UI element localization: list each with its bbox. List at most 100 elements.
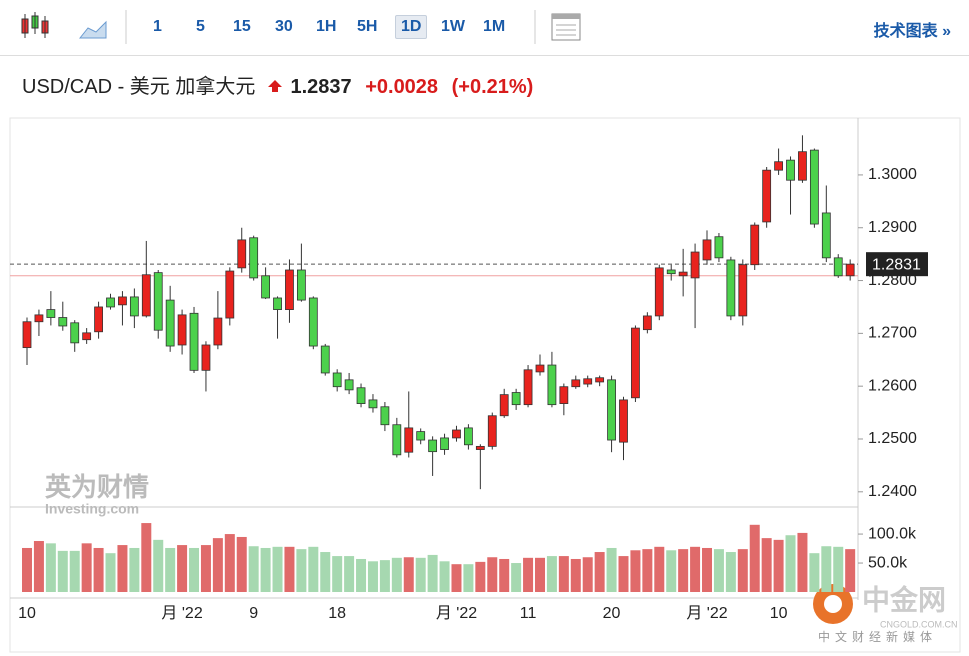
candle-body xyxy=(738,264,748,317)
candle-body xyxy=(237,239,247,269)
candle-body xyxy=(774,161,783,171)
watermark-site: Investing.com xyxy=(45,501,139,517)
interval-button[interactable]: 15 xyxy=(233,18,251,35)
volume-bar xyxy=(415,557,426,592)
candle-body xyxy=(523,369,533,406)
x-tick-label: 月 '22 xyxy=(436,605,477,622)
volume-bar xyxy=(749,524,760,592)
volume-bar xyxy=(821,546,832,592)
interval-button[interactable]: 1D xyxy=(395,15,428,39)
watermark-brand: 英为财情 xyxy=(45,472,149,502)
y-tick-label: 1.2500 xyxy=(868,430,917,447)
candle-body xyxy=(702,239,712,261)
volume-bar xyxy=(582,557,593,592)
x-tick-label: 20 xyxy=(603,605,621,622)
x-tick-label: 11 xyxy=(520,605,537,622)
candle-body xyxy=(213,317,223,346)
area-icon[interactable] xyxy=(78,20,107,39)
candle-body xyxy=(416,431,426,441)
candle-body xyxy=(654,267,664,317)
volume-bar xyxy=(129,547,140,592)
volume-bar xyxy=(737,549,748,592)
volume-bar xyxy=(367,561,378,592)
volume-bar xyxy=(427,554,438,592)
y-tick-label: 1.2600 xyxy=(868,377,917,394)
volume-bar xyxy=(379,560,390,592)
candle-body xyxy=(583,378,593,385)
candle-body xyxy=(464,427,473,446)
volume-bar xyxy=(391,557,402,592)
candle-body xyxy=(106,297,115,308)
volume-bar xyxy=(690,546,701,592)
candle-body xyxy=(129,296,139,317)
candle-body xyxy=(58,317,68,327)
last-price-label: 1.2831 xyxy=(872,256,921,273)
volume-bar xyxy=(725,552,736,592)
quote-header: USD/CAD - 美元 加拿大元 1.2837 +0.0028 (+0.21%… xyxy=(22,70,533,99)
volume-bar xyxy=(713,549,724,592)
candle-body xyxy=(380,406,390,426)
volume-bar xyxy=(236,536,247,592)
candle-body xyxy=(678,271,688,277)
up-arrow xyxy=(267,80,282,92)
candle-body xyxy=(798,151,807,181)
volume-bar xyxy=(284,546,295,592)
volume-bar xyxy=(165,547,176,592)
volume-bar xyxy=(141,523,152,592)
volume-bar xyxy=(487,557,498,592)
interval-button[interactable]: 1 xyxy=(153,18,162,35)
volume-bar xyxy=(654,546,665,592)
volume-bar xyxy=(200,545,211,592)
y-tick-label: 1.2900 xyxy=(868,219,917,236)
volume-bar xyxy=(212,538,223,592)
candle-body xyxy=(642,315,652,331)
volume-bar xyxy=(45,543,56,592)
candle-body xyxy=(356,387,366,405)
technical-chart-link[interactable]: 技术图表 » xyxy=(873,23,951,40)
change-percent: (+0.21%) xyxy=(451,76,534,98)
candle-body xyxy=(332,372,342,388)
logo-name: 中金网 xyxy=(862,583,946,615)
settings-icon[interactable] xyxy=(551,13,581,41)
candle-body xyxy=(607,379,616,441)
y-tick-label: 1.2700 xyxy=(868,325,917,342)
volume-tick-label: 50.0k xyxy=(868,554,908,571)
candle-body xyxy=(571,379,581,388)
interval-button[interactable]: 5H xyxy=(357,18,378,35)
volume-bar xyxy=(642,549,653,592)
candle-body xyxy=(201,344,211,371)
candle-body xyxy=(631,327,640,399)
volume-bar xyxy=(356,558,367,592)
candle-body xyxy=(404,427,414,453)
interval-button[interactable]: 5 xyxy=(196,18,205,35)
candle-body xyxy=(344,379,354,391)
candle-body xyxy=(511,392,521,406)
candle-body xyxy=(46,309,56,318)
candle-body xyxy=(845,263,855,277)
interval-button[interactable]: 1M xyxy=(483,18,506,35)
candle-body xyxy=(547,364,557,406)
candle-body xyxy=(714,236,724,259)
volume-bar xyxy=(177,545,188,592)
candle-body xyxy=(666,269,676,275)
volume-bar xyxy=(773,539,784,592)
volume-bar xyxy=(666,550,677,592)
volume-bar xyxy=(81,543,92,592)
volume-bar xyxy=(451,564,462,592)
interval-button[interactable]: 1W xyxy=(441,18,465,35)
toolbar-icons xyxy=(21,10,581,44)
price: 1.2837 xyxy=(290,76,352,98)
candle-body xyxy=(261,275,271,299)
candle-body xyxy=(392,424,402,456)
interval-button[interactable]: 30 xyxy=(275,18,293,35)
candle-body xyxy=(368,399,378,409)
interval-button[interactable]: 1H xyxy=(316,18,337,35)
candles-icon[interactable] xyxy=(21,12,49,38)
candle-body xyxy=(320,345,330,374)
candle-body xyxy=(22,321,32,349)
candle-body xyxy=(821,212,831,259)
candle-body xyxy=(559,386,569,405)
volume-bar xyxy=(344,556,355,592)
volume-bar xyxy=(463,564,474,592)
